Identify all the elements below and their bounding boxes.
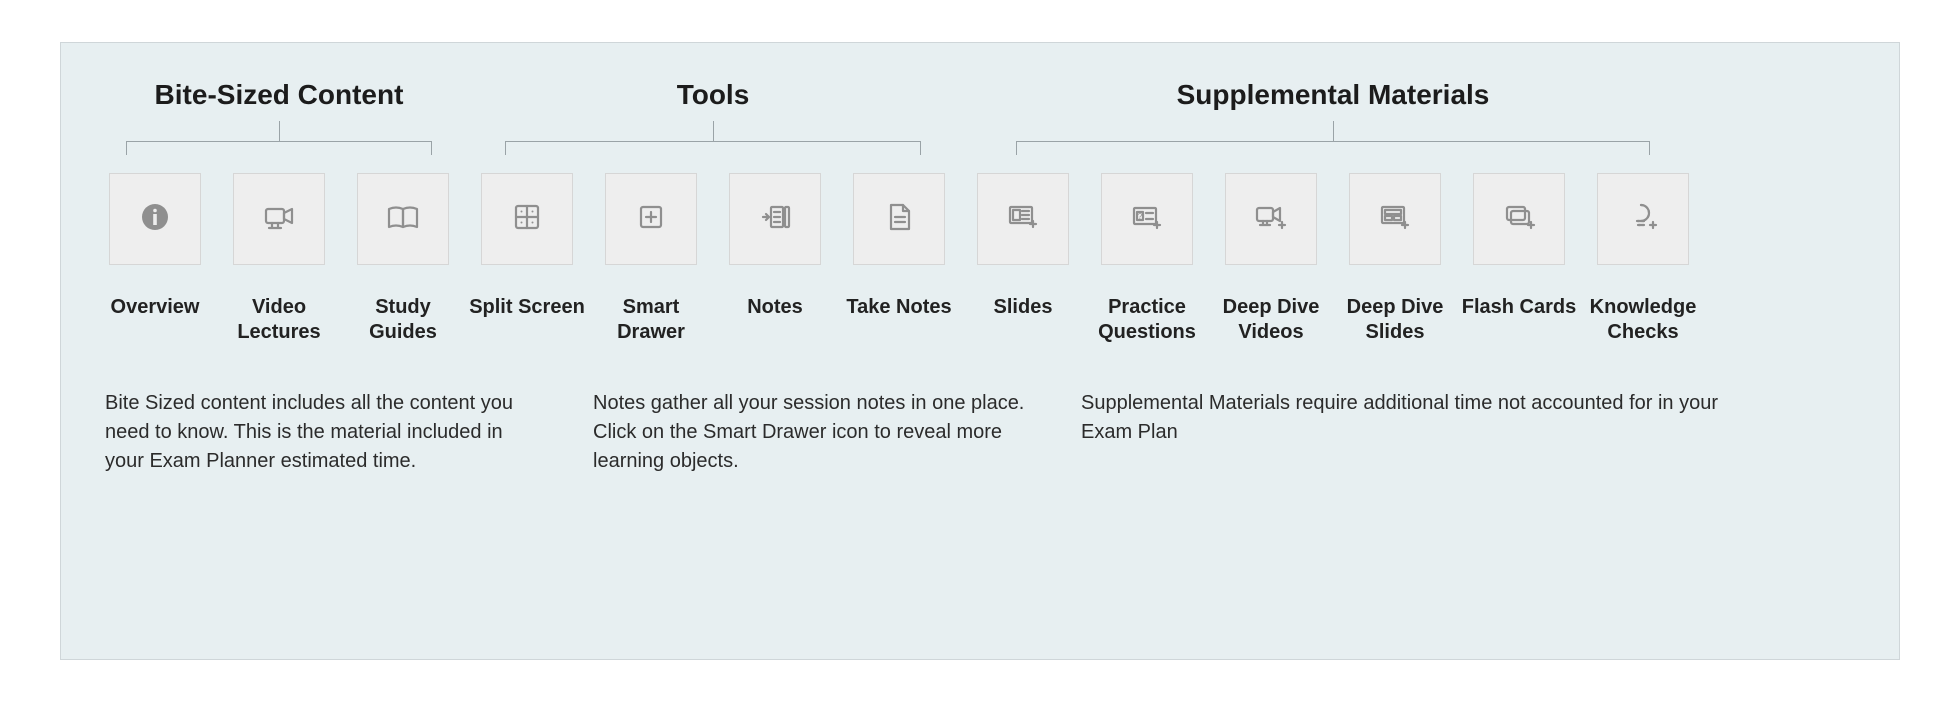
tile-label: Deep Dive Slides bbox=[1335, 295, 1455, 345]
tile-label: Notes bbox=[715, 295, 835, 320]
tile-overview: Overview bbox=[105, 173, 205, 345]
tile-label: Slides bbox=[963, 295, 1083, 320]
group-heading: Tools bbox=[677, 79, 750, 111]
tile bbox=[1597, 173, 1689, 265]
description-tools: Notes gather all your session notes in o… bbox=[593, 389, 1033, 476]
question-card-plus-icon: ? bbox=[1127, 197, 1167, 242]
tile-row: Overview Video Lectures bbox=[105, 173, 453, 345]
open-book-icon bbox=[383, 197, 423, 242]
tile-label: Knowledge Checks bbox=[1583, 295, 1703, 345]
bracket-connector bbox=[105, 121, 453, 161]
group-supplemental: Supplemental Materials Slides bbox=[973, 79, 1693, 345]
tile-label: Overview bbox=[95, 295, 215, 320]
tile-knowledge-checks: Knowledge Checks bbox=[1593, 173, 1693, 345]
tile-label: Practice Questions bbox=[1087, 295, 1207, 345]
description-supplemental: Supplemental Materials require additiona… bbox=[1081, 389, 1721, 476]
group-bite-sized: Bite-Sized Content Overview bbox=[105, 79, 453, 345]
bracket-connector bbox=[973, 121, 1693, 161]
tile-smart-drawer: Smart Drawer bbox=[601, 173, 701, 345]
tile-label: Take Notes bbox=[839, 295, 959, 320]
group-tools: Tools Split Screen bbox=[477, 79, 949, 345]
bracket-connector bbox=[477, 121, 949, 161]
tile-row: Slides ? Practice Questions bbox=[973, 173, 1693, 345]
tile bbox=[977, 173, 1069, 265]
tile-slides: Slides bbox=[973, 173, 1073, 345]
tile-practice-questions: ? Practice Questions bbox=[1097, 173, 1197, 345]
tile: ? bbox=[1101, 173, 1193, 265]
video-camera-icon bbox=[259, 197, 299, 242]
note-panel-icon bbox=[755, 197, 795, 242]
tile-label: Deep Dive Videos bbox=[1211, 295, 1331, 345]
tile bbox=[1473, 173, 1565, 265]
tile-label: Video Lectures bbox=[219, 295, 339, 345]
tile-label: Split Screen bbox=[467, 295, 587, 320]
tile bbox=[109, 173, 201, 265]
svg-text:?: ? bbox=[1138, 212, 1143, 221]
tile bbox=[1349, 173, 1441, 265]
tile-label: Flash Cards bbox=[1459, 295, 1579, 320]
tile bbox=[1225, 173, 1317, 265]
tile bbox=[481, 173, 573, 265]
tile-video-lectures: Video Lectures bbox=[229, 173, 329, 345]
document-icon bbox=[879, 197, 919, 242]
stage: Bite-Sized Content Overview bbox=[0, 0, 1960, 702]
grid-icon bbox=[507, 197, 547, 242]
lightbulb-plus-icon bbox=[1623, 197, 1663, 242]
tile bbox=[357, 173, 449, 265]
tile-notes: Notes bbox=[725, 173, 825, 345]
plus-square-icon bbox=[631, 197, 671, 242]
tile-study-guides: Study Guides bbox=[353, 173, 453, 345]
tile-deep-dive-slides: Deep Dive Slides bbox=[1345, 173, 1445, 345]
video-camera-plus-icon bbox=[1251, 197, 1291, 242]
tile-split-screen: Split Screen bbox=[477, 173, 577, 345]
tile bbox=[853, 173, 945, 265]
groups-row: Bite-Sized Content Overview bbox=[105, 79, 1855, 345]
info-circle-icon bbox=[135, 197, 175, 242]
tile-label: Smart Drawer bbox=[591, 295, 711, 345]
description-bite-sized: Bite Sized content includes all the cont… bbox=[105, 389, 545, 476]
tile-flash-cards: Flash Cards bbox=[1469, 173, 1569, 345]
group-heading: Supplemental Materials bbox=[1177, 79, 1490, 111]
tile bbox=[605, 173, 697, 265]
presentation-plus-icon bbox=[1003, 197, 1043, 242]
tile-deep-dive-videos: Deep Dive Videos bbox=[1221, 173, 1321, 345]
descriptions-row: Bite Sized content includes all the cont… bbox=[105, 389, 1855, 476]
cards-plus-icon bbox=[1499, 197, 1539, 242]
tile-row: Split Screen Smart Drawer bbox=[477, 173, 949, 345]
info-panel: Bite-Sized Content Overview bbox=[60, 42, 1900, 660]
group-heading: Bite-Sized Content bbox=[155, 79, 404, 111]
tile-take-notes: Take Notes bbox=[849, 173, 949, 345]
tile-label: Study Guides bbox=[343, 295, 463, 345]
tile bbox=[729, 173, 821, 265]
presentation2-plus-icon bbox=[1375, 197, 1415, 242]
tile bbox=[233, 173, 325, 265]
